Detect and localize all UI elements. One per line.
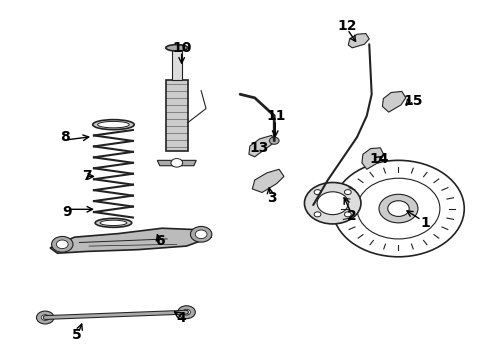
- Text: 6: 6: [155, 234, 165, 248]
- Circle shape: [36, 311, 54, 324]
- Text: 10: 10: [172, 41, 192, 55]
- Polygon shape: [249, 135, 274, 157]
- Text: 9: 9: [62, 205, 72, 219]
- Circle shape: [304, 183, 361, 224]
- Text: 13: 13: [250, 141, 270, 155]
- Bar: [172, 48, 182, 80]
- Polygon shape: [382, 91, 406, 112]
- Polygon shape: [157, 160, 196, 166]
- Circle shape: [196, 230, 207, 239]
- Text: 7: 7: [82, 170, 92, 184]
- Text: 8: 8: [60, 130, 70, 144]
- Text: 4: 4: [177, 311, 187, 324]
- Text: 1: 1: [420, 216, 430, 230]
- Ellipse shape: [100, 220, 127, 226]
- Circle shape: [56, 240, 68, 249]
- Polygon shape: [50, 228, 211, 253]
- Circle shape: [317, 192, 348, 215]
- Text: 3: 3: [267, 191, 277, 205]
- Text: 11: 11: [267, 109, 287, 123]
- Polygon shape: [348, 33, 369, 48]
- Text: 2: 2: [347, 209, 357, 223]
- Text: 14: 14: [369, 152, 389, 166]
- Circle shape: [41, 315, 49, 320]
- Polygon shape: [252, 169, 284, 193]
- Circle shape: [314, 212, 321, 217]
- Text: 5: 5: [72, 328, 82, 342]
- Ellipse shape: [98, 121, 129, 128]
- Circle shape: [344, 212, 351, 217]
- Circle shape: [51, 237, 73, 252]
- Bar: [166, 80, 188, 152]
- Circle shape: [191, 226, 212, 242]
- Circle shape: [171, 158, 183, 167]
- Circle shape: [379, 194, 418, 223]
- Text: 12: 12: [338, 19, 357, 33]
- Polygon shape: [362, 148, 384, 169]
- Ellipse shape: [93, 120, 134, 130]
- Text: 15: 15: [403, 94, 423, 108]
- Circle shape: [314, 190, 321, 195]
- Circle shape: [178, 306, 196, 319]
- Circle shape: [344, 190, 351, 195]
- Circle shape: [183, 309, 191, 315]
- Circle shape: [388, 201, 409, 216]
- Ellipse shape: [95, 219, 132, 227]
- Circle shape: [270, 137, 279, 144]
- Ellipse shape: [166, 45, 188, 51]
